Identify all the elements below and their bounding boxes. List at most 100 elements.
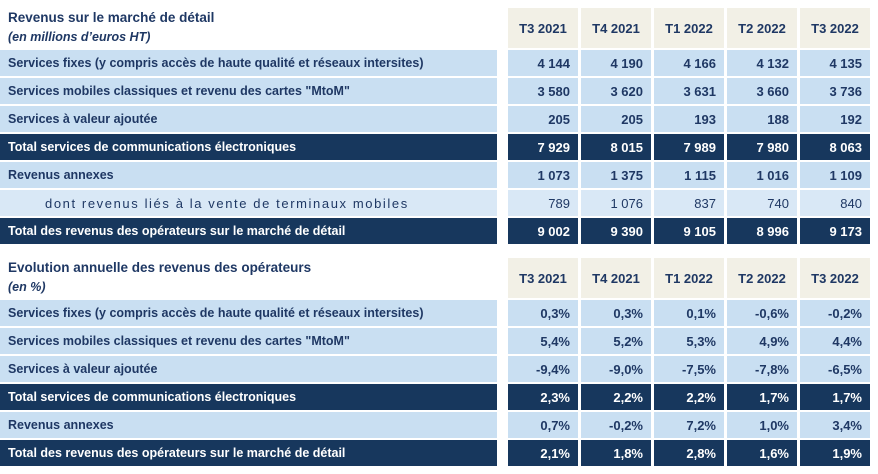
value-cell: 192	[800, 106, 870, 132]
value-cell: 1 115	[654, 162, 724, 188]
value-cell: 3 736	[800, 78, 870, 104]
value-cell: -0,2%	[581, 412, 651, 438]
value-cell: 1,9%	[800, 440, 870, 466]
column-header: T3 2022	[800, 258, 870, 298]
column-gutter	[500, 412, 505, 438]
row-label: Total des revenus des opérateurs sur le …	[0, 218, 497, 244]
column-gutter	[500, 106, 505, 132]
value-cell: 789	[508, 190, 578, 216]
value-cell: 3 580	[508, 78, 578, 104]
table-subtitle: (en millions d’euros HT)	[8, 30, 151, 44]
column-header: T3 2021	[508, 8, 578, 48]
value-cell: 4 166	[654, 50, 724, 76]
value-cell: 3,4%	[800, 412, 870, 438]
table-title: Evolution annuelle des revenus des opéra…	[8, 260, 312, 275]
column-gutter	[500, 218, 505, 244]
column-gutter	[500, 384, 505, 410]
value-cell: 205	[508, 106, 578, 132]
row-label: Total services de communications électro…	[0, 134, 497, 160]
table-subtitle: (en %)	[8, 280, 46, 294]
column-header: T4 2021	[581, 8, 651, 48]
value-cell: -7,8%	[727, 356, 797, 382]
value-cell: 0,7%	[508, 412, 578, 438]
value-cell: 9 002	[508, 218, 578, 244]
column-header: T3 2021	[508, 258, 578, 298]
value-cell: 1,8%	[581, 440, 651, 466]
row-label: Services fixes (y compris accès de haute…	[0, 300, 497, 326]
value-cell: 7 980	[727, 134, 797, 160]
value-cell: 2,2%	[654, 384, 724, 410]
row-label: Total services de communications électro…	[0, 384, 497, 410]
column-gutter	[500, 78, 505, 104]
column-gutter	[500, 190, 505, 216]
value-cell: 4,4%	[800, 328, 870, 354]
column-header: T2 2022	[727, 258, 797, 298]
column-gutter	[500, 328, 505, 354]
value-cell: 5,2%	[581, 328, 651, 354]
value-cell: 4,9%	[727, 328, 797, 354]
value-cell: 840	[800, 190, 870, 216]
column-gutter	[500, 8, 505, 48]
value-cell: 0,1%	[654, 300, 724, 326]
value-cell: 188	[727, 106, 797, 132]
value-cell: 4 135	[800, 50, 870, 76]
value-cell: 4 132	[727, 50, 797, 76]
value-cell: 1 016	[727, 162, 797, 188]
value-cell: 3 631	[654, 78, 724, 104]
evolution-table: Evolution annuelle des revenus des opéra…	[0, 258, 870, 466]
value-cell: 4 144	[508, 50, 578, 76]
value-cell: 0,3%	[508, 300, 578, 326]
row-label: Services mobiles classiques et revenu de…	[0, 328, 497, 354]
column-gutter	[500, 134, 505, 160]
table-title-block: Revenus sur le marché de détail (en milli…	[0, 8, 497, 48]
value-cell: 4 190	[581, 50, 651, 76]
column-header: T1 2022	[654, 8, 724, 48]
row-label: Services à valeur ajoutée	[0, 106, 497, 132]
column-gutter	[500, 162, 505, 188]
value-cell: 0,3%	[581, 300, 651, 326]
value-cell: 7 929	[508, 134, 578, 160]
column-header: T4 2021	[581, 258, 651, 298]
value-cell: 1 073	[508, 162, 578, 188]
value-cell: 5,3%	[654, 328, 724, 354]
row-label: Revenus annexes	[0, 162, 497, 188]
column-gutter	[500, 440, 505, 466]
value-cell: 1 076	[581, 190, 651, 216]
row-label: dont revenus liés à la vente de terminau…	[0, 190, 497, 216]
value-cell: -7,5%	[654, 356, 724, 382]
value-cell: 8 015	[581, 134, 651, 160]
value-cell: 8 063	[800, 134, 870, 160]
value-cell: 2,2%	[581, 384, 651, 410]
value-cell: 1,6%	[727, 440, 797, 466]
row-label: Total des revenus des opérateurs sur le …	[0, 440, 497, 466]
table-title-block: Evolution annuelle des revenus des opéra…	[0, 258, 497, 298]
column-header: T3 2022	[800, 8, 870, 48]
column-header: T1 2022	[654, 258, 724, 298]
column-gutter	[500, 356, 505, 382]
value-cell: -9,4%	[508, 356, 578, 382]
column-gutter	[500, 258, 505, 298]
value-cell: 1 375	[581, 162, 651, 188]
column-header: T2 2022	[727, 8, 797, 48]
value-cell: 2,1%	[508, 440, 578, 466]
value-cell: 7 989	[654, 134, 724, 160]
row-label: Services à valeur ajoutée	[0, 356, 497, 382]
value-cell: 205	[581, 106, 651, 132]
revenue-table: Revenus sur le marché de détail (en milli…	[0, 8, 870, 244]
value-cell: 9 105	[654, 218, 724, 244]
column-gutter	[500, 50, 505, 76]
value-cell: -6,5%	[800, 356, 870, 382]
value-cell: 7,2%	[654, 412, 724, 438]
value-cell: 1 109	[800, 162, 870, 188]
row-label: Revenus annexes	[0, 412, 497, 438]
column-gutter	[500, 300, 505, 326]
value-cell: 3 660	[727, 78, 797, 104]
value-cell: -0,6%	[727, 300, 797, 326]
value-cell: 2,8%	[654, 440, 724, 466]
value-cell: 5,4%	[508, 328, 578, 354]
row-label: Services fixes (y compris accès de haute…	[0, 50, 497, 76]
value-cell: -0,2%	[800, 300, 870, 326]
value-cell: 740	[727, 190, 797, 216]
value-cell: 9 173	[800, 218, 870, 244]
